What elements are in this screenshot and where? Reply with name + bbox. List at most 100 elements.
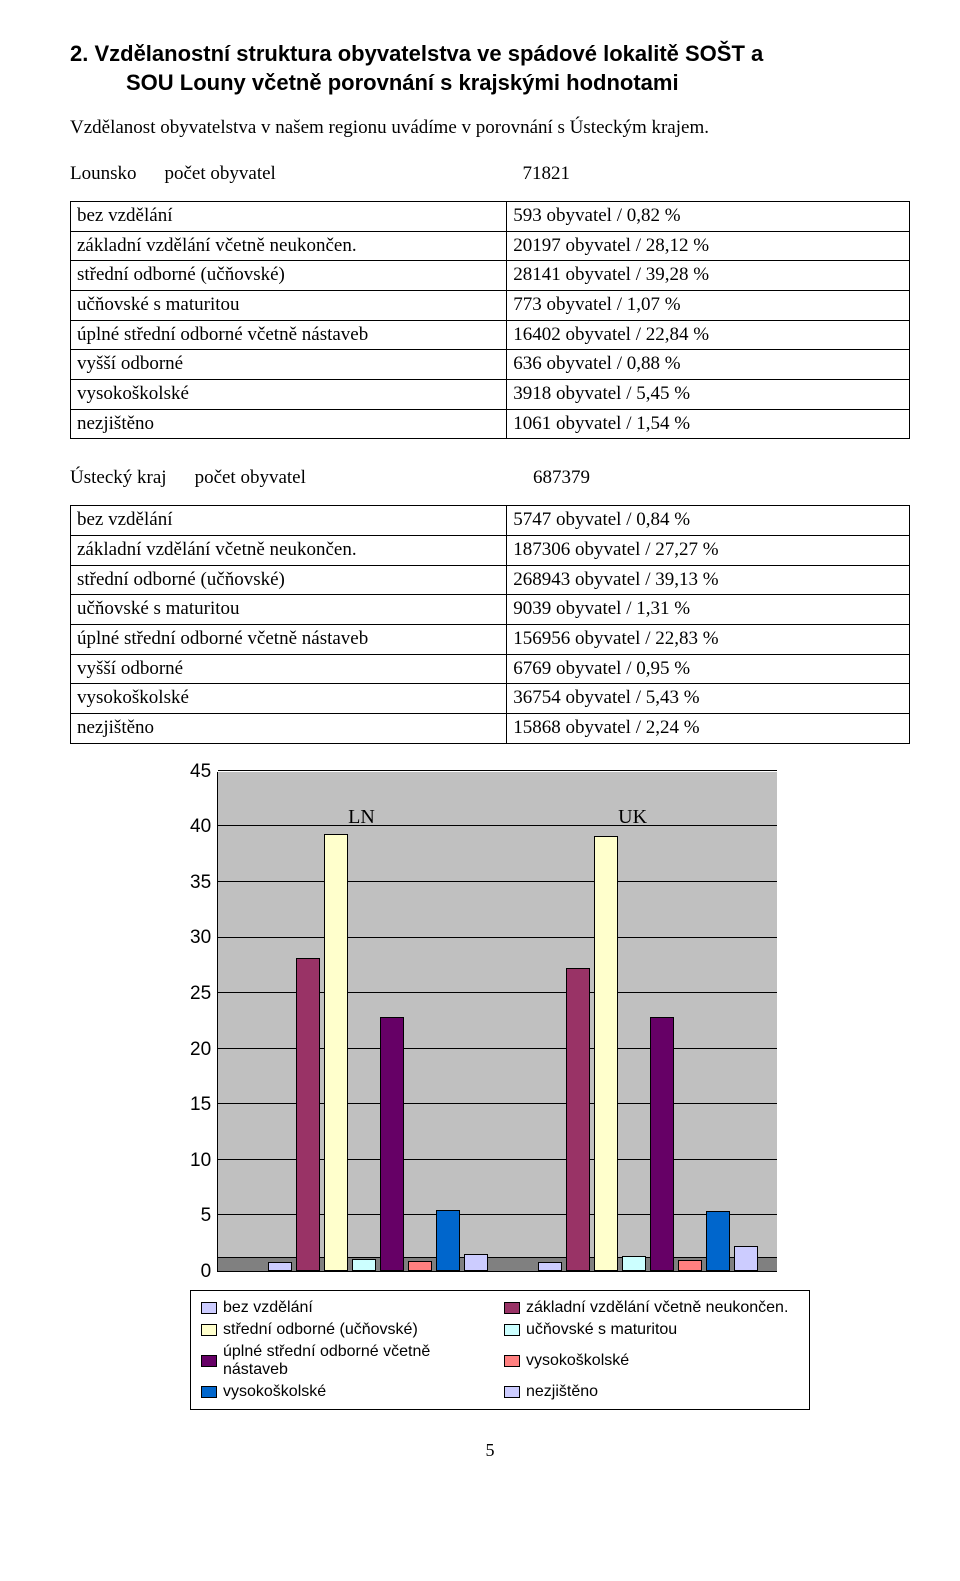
bar <box>380 1017 404 1271</box>
legend-swatch <box>201 1355 217 1367</box>
legend-label: vysokoškolské <box>526 1352 629 1370</box>
lounsko-table: bez vzdělání593 obyvatel / 0,82 %základn… <box>70 201 910 440</box>
row-label: střední odborné (učňovské) <box>71 261 507 291</box>
legend-swatch <box>201 1302 217 1314</box>
bar <box>622 1256 646 1271</box>
region-name: Lounsko <box>70 163 137 185</box>
group-label: UK <box>618 806 647 829</box>
legend-label: vysokoškolské <box>223 1383 326 1401</box>
table-row: nezjištěno1061 obyvatel / 1,54 % <box>71 409 910 439</box>
table-row: vyšší odborné636 obyvatel / 0,88 % <box>71 350 910 380</box>
bar <box>734 1246 758 1271</box>
bar <box>650 1017 674 1271</box>
row-label: vyšší odborné <box>71 350 507 380</box>
table-row: základní vzdělání včetně neukončen.18730… <box>71 536 910 566</box>
row-label: vyšší odborné <box>71 654 507 684</box>
bar <box>268 1262 292 1271</box>
bar <box>566 968 590 1271</box>
legend-label: nezjištěno <box>526 1383 598 1401</box>
legend-item: úplné střední odborné včetně nástaveb <box>201 1343 496 1379</box>
legend-swatch <box>201 1324 217 1336</box>
legend-item: střední odborné (učňovské) <box>201 1321 496 1339</box>
bar <box>678 1260 702 1271</box>
population-count: 687379 <box>533 467 590 489</box>
row-label: střední odborné (učňovské) <box>71 565 507 595</box>
row-value: 187306 obyvatel / 27,27 % <box>507 536 910 566</box>
row-value: 16402 obyvatel / 22,84 % <box>507 320 910 350</box>
row-value: 773 obyvatel / 1,07 % <box>507 290 910 320</box>
chart-legend: bez vzdělání základní vzdělání včetně neu… <box>190 1290 810 1410</box>
legend-label: učňovské s maturitou <box>526 1321 677 1339</box>
table-row: vyšší odborné6769 obyvatel / 0,95 % <box>71 654 910 684</box>
ustecky-header: Ústecký kraj počet obyvatel 687379 <box>70 467 910 489</box>
row-value: 15868 obyvatel / 2,24 % <box>507 714 910 744</box>
bar <box>706 1211 730 1271</box>
bar <box>594 836 618 1271</box>
legend-swatch <box>504 1386 520 1398</box>
population-label: počet obyvatel <box>165 163 276 185</box>
legend-item: nezjištěno <box>504 1383 799 1401</box>
title-line2: SOU Louny včetně porovnání s krajskými h… <box>98 69 910 98</box>
group-label: LN <box>348 806 375 829</box>
legend-label: střední odborné (učňovské) <box>223 1321 418 1339</box>
legend-swatch <box>504 1324 520 1336</box>
legend-item: základní vzdělání včetně neukončen. <box>504 1299 799 1317</box>
lounsko-header: Lounsko počet obyvatel 71821 <box>70 163 910 185</box>
y-axis: 051015202530354045 <box>190 772 217 1272</box>
table-row: učňovské s maturitou9039 obyvatel / 1,31… <box>71 595 910 625</box>
population-count: 71821 <box>523 163 571 185</box>
table-row: vysokoškolské36754 obyvatel / 5,43 % <box>71 684 910 714</box>
bar <box>296 958 320 1270</box>
legend-item: učňovské s maturitou <box>504 1321 799 1339</box>
row-value: 1061 obyvatel / 1,54 % <box>507 409 910 439</box>
gridline <box>218 937 777 938</box>
bar <box>352 1259 376 1271</box>
chart-plot-area: LN UK <box>217 772 777 1272</box>
row-label: základní vzdělání včetně neukončen. <box>71 231 507 261</box>
row-value: 5747 obyvatel / 0,84 % <box>507 506 910 536</box>
table-row: vysokoškolské3918 obyvatel / 5,45 % <box>71 379 910 409</box>
row-value: 6769 obyvatel / 0,95 % <box>507 654 910 684</box>
row-label: nezjištěno <box>71 409 507 439</box>
row-label: úplné střední odborné včetně nástaveb <box>71 320 507 350</box>
table-row: bez vzdělání593 obyvatel / 0,82 % <box>71 201 910 231</box>
bar <box>324 834 348 1270</box>
table-row: úplné střední odborné včetně nástaveb164… <box>71 320 910 350</box>
legend-item: bez vzdělání <box>201 1299 496 1317</box>
row-label: nezjištěno <box>71 714 507 744</box>
row-label: vysokoškolské <box>71 379 507 409</box>
gridline <box>218 770 777 771</box>
table-row: základní vzdělání včetně neukončen.20197… <box>71 231 910 261</box>
ustecky-table: bez vzdělání5747 obyvatel / 0,84 %základ… <box>70 505 910 744</box>
row-value: 636 obyvatel / 0,88 % <box>507 350 910 380</box>
row-value: 20197 obyvatel / 28,12 % <box>507 231 910 261</box>
page-number: 5 <box>70 1440 910 1461</box>
row-label: učňovské s maturitou <box>71 290 507 320</box>
legend-item: vysokoškolské <box>201 1383 496 1401</box>
row-label: bez vzdělání <box>71 201 507 231</box>
education-chart: 051015202530354045 LN UK bez vzdělání zákl… <box>190 772 810 1410</box>
row-label: úplné střední odborné včetně nástaveb <box>71 625 507 655</box>
table-row: střední odborné (učňovské)268943 obyvate… <box>71 565 910 595</box>
bar <box>436 1210 460 1271</box>
legend-label: bez vzdělání <box>223 1299 313 1317</box>
row-value: 9039 obyvatel / 1,31 % <box>507 595 910 625</box>
legend-swatch <box>504 1355 520 1367</box>
table-row: bez vzdělání5747 obyvatel / 0,84 % <box>71 506 910 536</box>
legend-label: úplné střední odborné včetně nástaveb <box>223 1343 496 1379</box>
gridline <box>218 825 777 826</box>
table-row: střední odborné (učňovské)28141 obyvatel… <box>71 261 910 291</box>
bar <box>538 1262 562 1271</box>
bar <box>408 1261 432 1271</box>
row-value: 3918 obyvatel / 5,45 % <box>507 379 910 409</box>
intro-paragraph: Vzdělanost obyvatelstva v našem regionu … <box>70 115 910 141</box>
region-name: Ústecký kraj <box>70 467 167 489</box>
row-value: 156956 obyvatel / 22,83 % <box>507 625 910 655</box>
table-row: učňovské s maturitou773 obyvatel / 1,07 … <box>71 290 910 320</box>
row-label: vysokoškolské <box>71 684 507 714</box>
row-value: 36754 obyvatel / 5,43 % <box>507 684 910 714</box>
legend-swatch <box>504 1302 520 1314</box>
row-value: 268943 obyvatel / 39,13 % <box>507 565 910 595</box>
table-row: úplné střední odborné včetně nástaveb156… <box>71 625 910 655</box>
legend-label: základní vzdělání včetně neukončen. <box>526 1299 788 1317</box>
